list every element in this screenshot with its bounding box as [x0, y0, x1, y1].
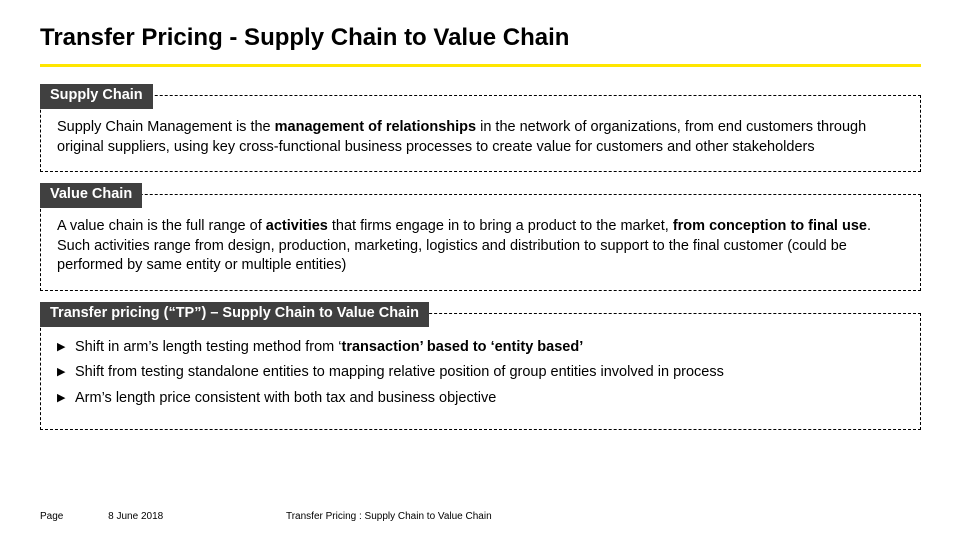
- tp-tab: Transfer pricing (“TP”) – Supply Chain t…: [40, 302, 429, 327]
- list-item: ▶ Shift from testing standalone entities…: [57, 363, 904, 383]
- value-chain-box: Value Chain A value chain is the full ra…: [40, 194, 921, 291]
- list-item: ▶ Arm’s length price consistent with bot…: [57, 389, 904, 409]
- supply-chain-body: Supply Chain Management is the managemen…: [57, 118, 904, 157]
- slide: Transfer Pricing - Supply Chain to Value…: [0, 0, 961, 540]
- supply-chain-block: Supply Chain Supply Chain Management is …: [40, 95, 921, 172]
- list-item: ▶ Shift in arm’s length testing method f…: [57, 338, 904, 358]
- bullet-text: Arm’s length price consistent with both …: [75, 389, 496, 409]
- tp-bullets: ▶ Shift in arm’s length testing method f…: [57, 338, 904, 409]
- tp-block: Transfer pricing (“TP”) – Supply Chain t…: [40, 313, 921, 430]
- bullet-text: Shift in arm’s length testing method fro…: [75, 338, 583, 358]
- page-title: Transfer Pricing - Supply Chain to Value…: [40, 24, 921, 52]
- footer: Page 8 June 2018 Transfer Pricing : Supp…: [40, 511, 492, 522]
- triangle-icon: ▶: [57, 365, 75, 380]
- footer-title: Transfer Pricing : Supply Chain to Value…: [286, 511, 492, 522]
- supply-chain-box: Supply Chain Supply Chain Management is …: [40, 95, 921, 172]
- supply-chain-tab: Supply Chain: [40, 84, 153, 109]
- footer-page-label: Page: [40, 511, 63, 522]
- tp-box: Transfer pricing (“TP”) – Supply Chain t…: [40, 313, 921, 430]
- value-chain-body: A value chain is the full range of activ…: [57, 217, 904, 276]
- footer-date: 8 June 2018: [108, 511, 163, 522]
- accent-line: [40, 64, 921, 67]
- triangle-icon: ▶: [57, 340, 75, 355]
- value-chain-block: Value Chain A value chain is the full ra…: [40, 194, 921, 291]
- triangle-icon: ▶: [57, 391, 75, 406]
- bullet-text: Shift from testing standalone entities t…: [75, 363, 724, 383]
- value-chain-tab: Value Chain: [40, 183, 142, 208]
